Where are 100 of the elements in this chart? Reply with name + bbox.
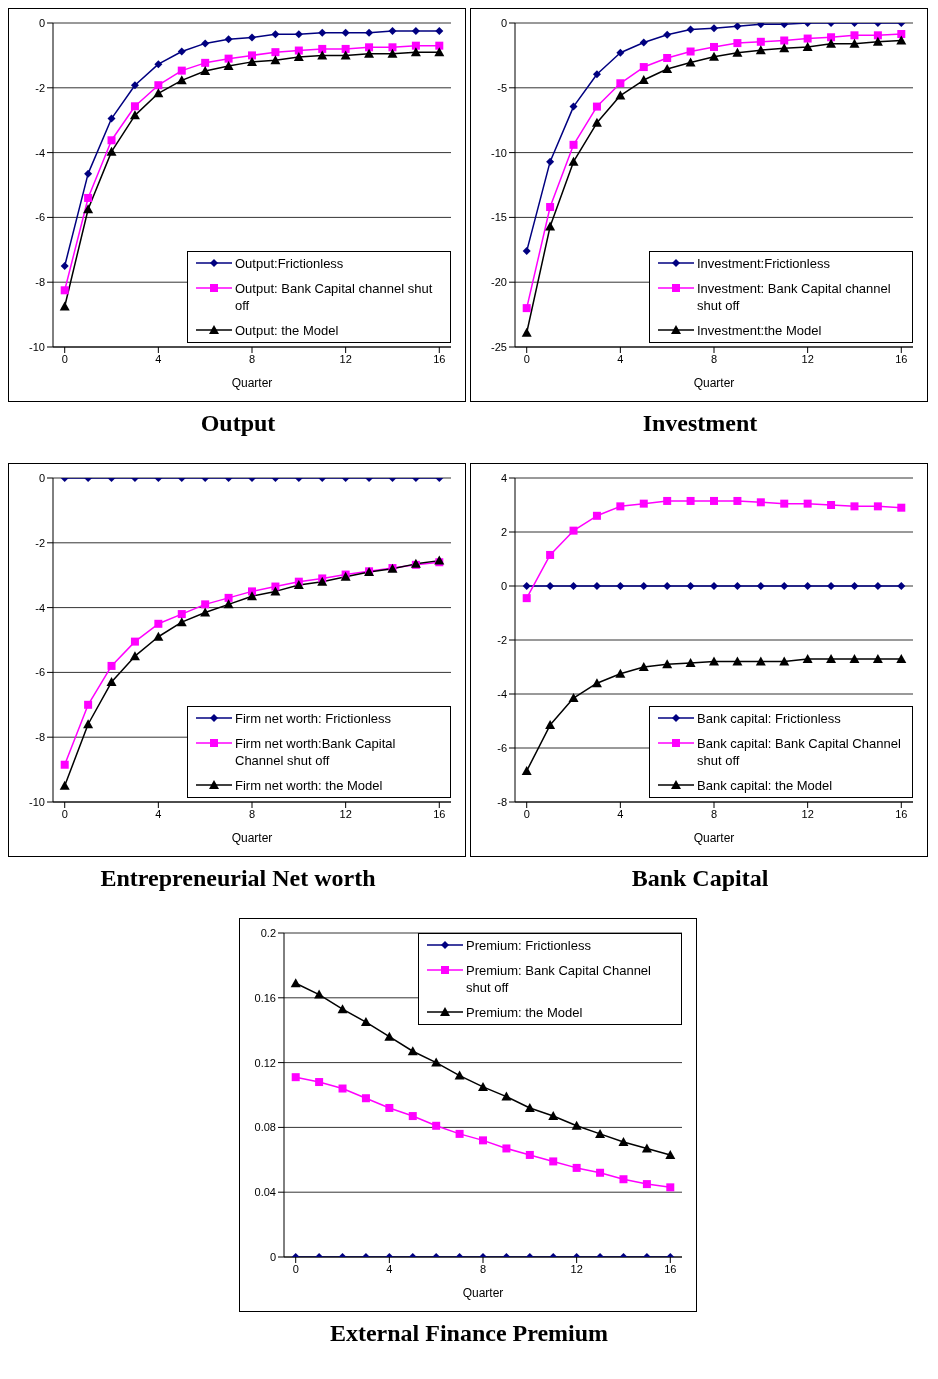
y-tick-label: 0: [500, 579, 507, 592]
point: [803, 499, 812, 508]
point: [385, 1103, 394, 1112]
y-tick-label: 0.2: [260, 926, 276, 939]
point: [338, 1084, 347, 1093]
x-axis-title: Quarter: [231, 376, 273, 390]
legend-label: Bank capital: the Model: [697, 777, 833, 794]
point: [568, 693, 579, 703]
point: [130, 81, 139, 90]
point: [60, 286, 69, 295]
point: [291, 1073, 300, 1082]
point: [270, 586, 281, 596]
point: [455, 1129, 464, 1138]
point: [201, 600, 210, 609]
point: [639, 582, 648, 590]
x-tick-label: 0: [523, 352, 530, 365]
text: Bank Capital: [630, 865, 770, 892]
point: [756, 582, 765, 590]
point: [525, 1150, 534, 1159]
point: [710, 496, 718, 505]
point: [615, 90, 626, 100]
x-tick-label: 16: [895, 352, 908, 365]
point: [387, 48, 398, 58]
y-tick-label: -6: [35, 211, 45, 224]
point: [779, 43, 790, 53]
x-tick-label: 12: [570, 1262, 583, 1275]
point: [479, 1136, 487, 1145]
point: [177, 610, 186, 619]
point: [780, 582, 789, 590]
point: [60, 262, 69, 270]
point: [270, 55, 281, 65]
point: [546, 582, 555, 590]
y-tick-label: -4: [35, 146, 45, 159]
point: [665, 1149, 676, 1159]
point: [106, 677, 117, 687]
point: [850, 31, 859, 40]
point: [522, 247, 531, 256]
point: [129, 110, 140, 120]
point: [686, 47, 695, 56]
point: [569, 102, 578, 111]
point: [756, 37, 765, 46]
point: [663, 496, 672, 505]
point: [619, 1175, 628, 1184]
x-tick-label: 4: [155, 807, 162, 820]
point: [522, 304, 531, 313]
point: [827, 33, 836, 42]
point: [248, 33, 256, 42]
text: Entrepreneurial Net worth: [99, 865, 377, 892]
point: [200, 607, 211, 617]
point: [872, 36, 883, 46]
point: [595, 1128, 606, 1138]
point: [615, 668, 626, 678]
point: [850, 582, 859, 590]
point: [223, 61, 234, 71]
x-tick-label: 0: [292, 1262, 299, 1275]
point: [571, 1120, 582, 1130]
point: [501, 1091, 512, 1101]
point: [755, 656, 766, 666]
point: [360, 1017, 371, 1027]
point: [318, 28, 327, 37]
point: [106, 146, 117, 156]
x-tick-label: 4: [386, 1262, 393, 1275]
point: [569, 140, 578, 149]
point: [591, 117, 602, 127]
x-tick-label: 8: [248, 352, 256, 365]
point: [294, 30, 303, 39]
point: [826, 653, 837, 663]
point: [408, 1112, 417, 1121]
point: [826, 38, 837, 48]
x-tick-label: 4: [617, 352, 624, 365]
x-axis-title: Quarter: [462, 1286, 504, 1300]
point: [710, 24, 718, 33]
point: [685, 657, 696, 667]
legend-label: Premium: Bank Capital Channel shut off: [466, 962, 652, 996]
point: [84, 193, 93, 202]
legend-label: Premium: the Model: [466, 1004, 583, 1021]
point: [592, 582, 601, 590]
y-tick-label: -8: [35, 276, 45, 289]
point: [779, 656, 790, 666]
y-tick-label: 0.04: [254, 1186, 276, 1199]
x-tick-label: 16: [433, 807, 446, 820]
y-tick-label: -8: [35, 731, 45, 744]
point: [337, 1004, 348, 1014]
text: External Finance Premium: [328, 1320, 610, 1347]
point: [129, 651, 140, 661]
point: [616, 48, 625, 57]
point: [873, 582, 882, 590]
point: [733, 582, 742, 590]
point: [802, 41, 813, 51]
point: [686, 25, 695, 34]
point: [686, 582, 695, 590]
y-tick-label: 0.08: [254, 1121, 276, 1134]
x-tick-label: 16: [895, 807, 908, 820]
point: [434, 47, 445, 57]
point: [896, 653, 907, 663]
point: [435, 27, 444, 36]
point: [780, 499, 789, 508]
point: [549, 1157, 558, 1166]
point: [153, 88, 164, 98]
point: [850, 502, 859, 511]
